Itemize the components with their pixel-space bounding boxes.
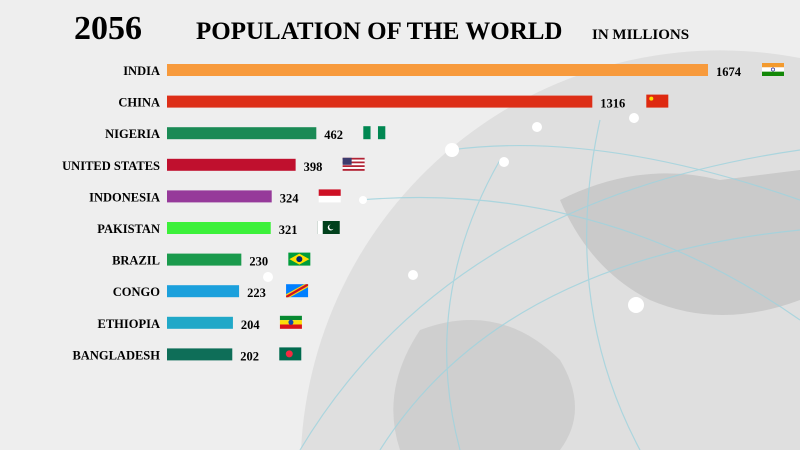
congo-flag-icon xyxy=(286,284,309,298)
nigeria-flag-icon xyxy=(363,126,386,140)
ethiopia-flag-icon xyxy=(279,315,302,329)
value-label: 1316 xyxy=(600,97,625,111)
china-flag-icon xyxy=(646,94,669,108)
category-label: NIGERIA xyxy=(105,127,160,141)
value-label: 230 xyxy=(249,255,268,269)
bar xyxy=(167,127,317,140)
category-label: BRAZIL xyxy=(112,254,160,268)
value-label: 202 xyxy=(240,349,259,363)
bar xyxy=(167,222,271,234)
category-label: CHINA xyxy=(118,96,160,110)
year-label: 2056 xyxy=(74,10,142,47)
bar xyxy=(167,190,272,203)
value-label: 398 xyxy=(304,160,323,174)
bar xyxy=(167,158,296,171)
category-label: PAKISTAN xyxy=(97,222,160,236)
bar xyxy=(167,316,233,329)
category-label: BANGLADESH xyxy=(72,348,160,362)
usa-flag-icon xyxy=(342,157,365,171)
category-label: CONGO xyxy=(113,285,161,299)
category-label: ETHIOPIA xyxy=(97,317,160,331)
pakistan-flag-icon xyxy=(317,221,340,234)
india-flag-icon xyxy=(762,63,784,76)
value-label: 1674 xyxy=(716,65,742,79)
bar xyxy=(167,253,242,266)
bar xyxy=(167,95,593,108)
indonesia-flag-icon xyxy=(318,189,341,203)
category-label: INDONESIA xyxy=(89,190,160,204)
bar xyxy=(167,348,233,361)
category-label: UNITED STATES xyxy=(62,159,160,173)
category-label: INDIA xyxy=(123,64,160,78)
value-label: 462 xyxy=(324,128,343,142)
value-label: 223 xyxy=(247,286,266,300)
value-label: 204 xyxy=(241,318,261,332)
brazil-flag-icon xyxy=(288,252,311,266)
chart-subtitle: IN MILLIONS xyxy=(592,27,690,43)
value-label: 324 xyxy=(280,191,300,205)
bar xyxy=(167,285,240,298)
bar xyxy=(167,64,708,76)
value-label: 321 xyxy=(279,223,298,237)
bangladesh-flag-icon xyxy=(279,347,302,361)
chart-title: POPULATION OF THE WORLD xyxy=(196,18,563,45)
